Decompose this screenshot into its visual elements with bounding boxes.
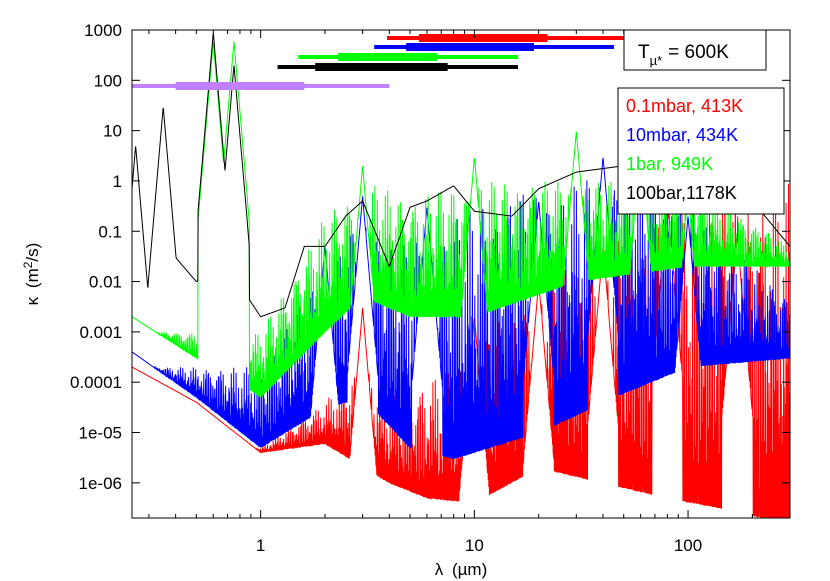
y-tick-label: 100 [94,71,122,90]
plot-frame [131,29,791,519]
wavelength-bands [132,34,641,90]
legend: 0.1mbar, 413K 10mbar, 434K 1bar, 949K 100ba… [617,87,785,215]
y-tick-label: 0.1 [98,222,122,241]
x-tick-label: 100 [674,536,702,555]
x-tick-label: 1 [256,536,265,555]
y-tick-label: 0.0001 [70,373,122,392]
legend-box [617,87,785,215]
series-line-3 [132,41,790,398]
temperature-box: Tµ* = 600K [623,29,767,71]
y-axis-unit-suffix: /s) [23,243,42,262]
legend-entry: 100bar,1178K [626,183,737,203]
x-axis-symbol: λ [435,560,444,579]
x-tick-label: 10 [465,536,484,555]
x-axis-unit: (µm) [452,560,487,579]
svg-text:λ (µm): λ (µm) [435,560,488,579]
legend-entry: 0.1mbar, 413K [626,96,743,116]
legend-entry: 10mbar, 434K [626,125,738,145]
y-tick-label: 0.001 [79,323,122,342]
temperature-value: = 600K [668,42,729,63]
y-tick-label: 0.01 [89,273,122,292]
y-axis-unit-sup: 2 [21,261,35,268]
y-tick-label: 10 [103,122,122,141]
series-line-2 [132,157,790,460]
y-axis: 1000 100 10 1 0.1 0.01 0.001 0.0001 1e-05 1e-06 [70,21,790,493]
temperature-symbol: T [638,42,650,63]
y-tick-label: 1e-06 [79,474,122,493]
x-axis: 1 10 100 [148,30,791,555]
svg-text:Tµ*= 600K: Tµ* = 600K [638,42,729,68]
x-axis-label: λ (µm) [435,560,488,579]
y-tick-label: 1000 [84,21,122,40]
y-axis-unit-prefix: (m [23,268,42,288]
y-axis-symbol: κ [23,296,42,305]
series-line-1 [132,183,790,518]
temperature-subscript: µ* [650,53,663,68]
y-tick-label: 1 [113,172,122,191]
y-tick-label: 1e-05 [79,424,122,443]
y-axis-label: κ (m2/s) [21,243,42,306]
svg-text:κ (m2/s): κ (m2/s) [21,243,42,306]
legend-entry: 1bar, 949K [626,154,713,174]
